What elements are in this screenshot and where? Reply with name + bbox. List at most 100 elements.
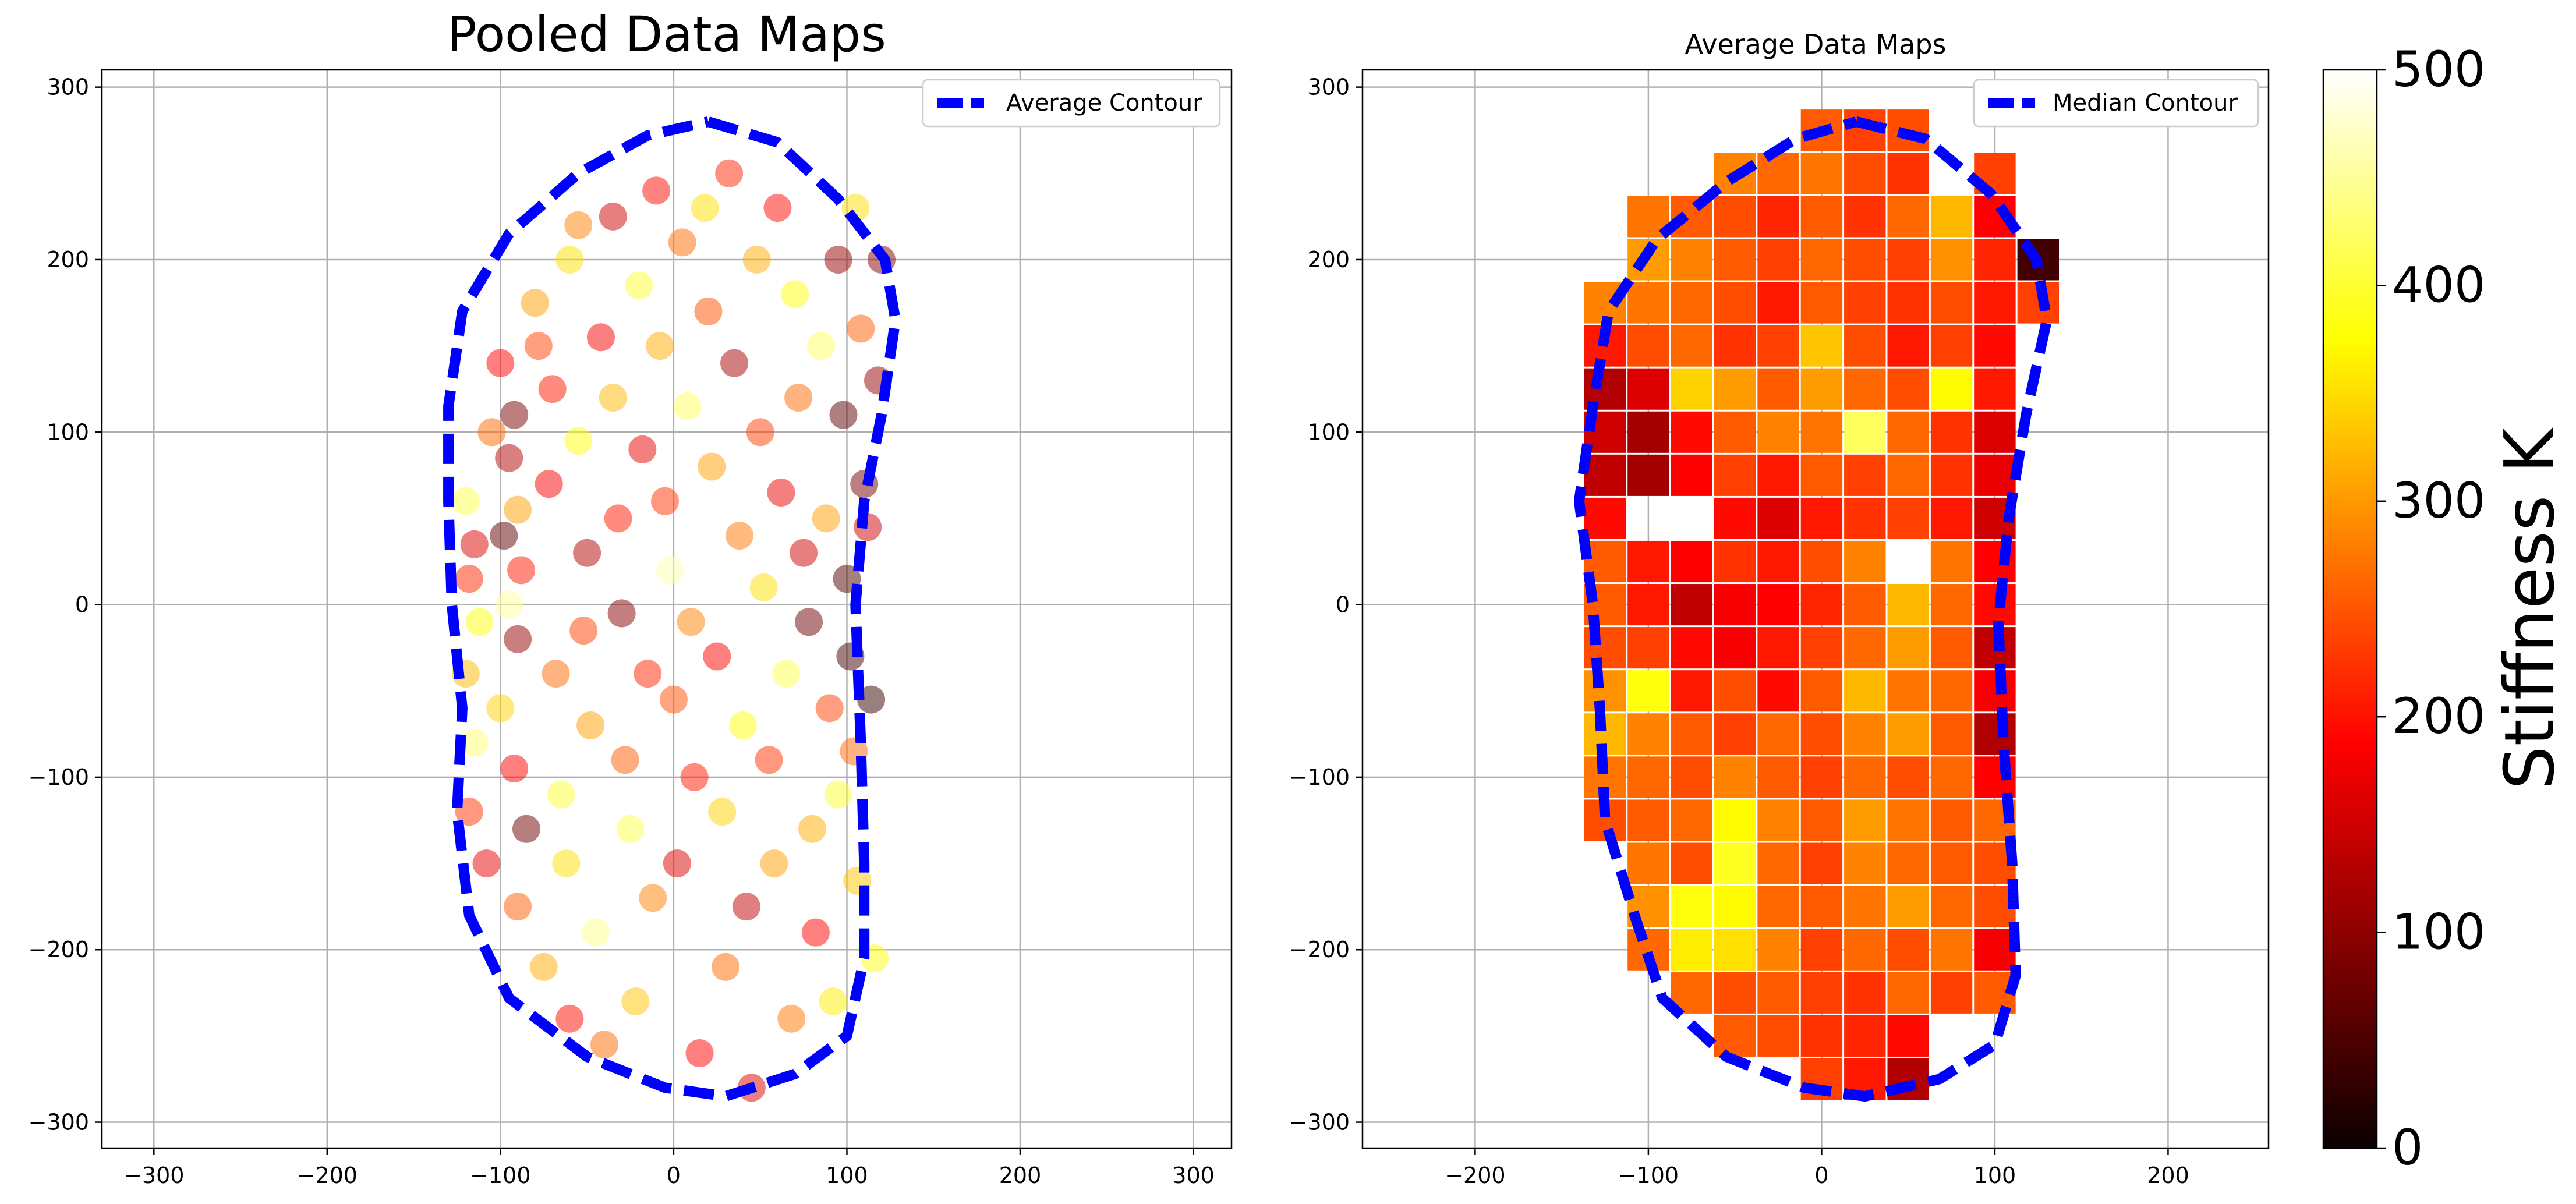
legend-box xyxy=(922,79,1221,128)
y-tick-label: −100 xyxy=(29,764,89,790)
heatmap-cell xyxy=(1930,670,1973,712)
scatter-point xyxy=(646,332,674,360)
scatter-point xyxy=(656,556,684,585)
heatmap-cell xyxy=(1714,584,1756,626)
y-tick-label: 300 xyxy=(1307,75,1350,100)
x-tick-label: −100 xyxy=(470,1163,530,1188)
axis-ticks: −200 −100 0 100 200 −300 −200 −100 0 100 200 300 xyxy=(1289,75,2189,1188)
contour-line xyxy=(1573,116,2053,1102)
heatmap-cell xyxy=(1671,756,1712,798)
average-contour xyxy=(443,116,901,1102)
median-contour xyxy=(1573,116,2053,1102)
scatter-point xyxy=(760,849,788,878)
scatter-point xyxy=(504,893,532,921)
heatmap-cell xyxy=(1974,670,2016,712)
heatmap-cell xyxy=(1930,929,1973,971)
scatter-point xyxy=(460,728,489,757)
heatmap-cell xyxy=(1671,540,1712,583)
colorbar-tick-label: 0 xyxy=(2392,1119,2423,1176)
y-tick-label: 100 xyxy=(1307,419,1350,445)
heatmap-cell xyxy=(1844,756,1886,798)
scatter-point xyxy=(798,815,826,843)
scatter-point xyxy=(486,349,515,377)
scatter-point xyxy=(812,504,840,533)
heatmap-cell xyxy=(1887,584,1929,626)
scatter-point xyxy=(715,159,744,187)
scatter-point xyxy=(720,349,749,377)
heatmap-cell xyxy=(1671,584,1712,626)
heatmap-cell xyxy=(1844,325,1886,367)
heatmap-cell xyxy=(1800,325,1843,367)
legend-label: Average Contour xyxy=(1006,90,1202,116)
scatter-point xyxy=(507,556,536,585)
heatmap-cell xyxy=(1844,282,1886,324)
heatmap-cell xyxy=(1887,627,1929,669)
heatmap-cell xyxy=(1800,196,1843,238)
scatter-point xyxy=(555,1004,584,1033)
scatter-point xyxy=(521,289,549,317)
scatter-point xyxy=(659,685,688,714)
heatmap-cell xyxy=(1930,368,1973,410)
scatter-point xyxy=(634,660,662,688)
scatter-point xyxy=(564,211,593,239)
scatter-points xyxy=(451,159,896,1102)
heatmap-cell xyxy=(1757,584,1799,626)
scatter-point xyxy=(694,297,723,325)
heatmap-cell xyxy=(1887,196,1929,238)
heatmap-cell xyxy=(1671,282,1712,324)
scatter-point xyxy=(504,625,532,653)
heatmap-cell xyxy=(1930,196,1973,238)
y-tick-label: 300 xyxy=(47,75,89,100)
heatmap-cell xyxy=(1887,756,1929,798)
heatmap-cell xyxy=(1974,929,2016,971)
colorbar-tick-label: 300 xyxy=(2392,472,2485,529)
heatmap-cell xyxy=(1757,627,1799,669)
heatmap-cell xyxy=(1714,196,1756,238)
scatter-point xyxy=(824,245,852,274)
scatter-point xyxy=(712,952,740,981)
scatter-point xyxy=(801,918,830,947)
scatter-point xyxy=(829,401,858,429)
heatmap-cell xyxy=(1714,1015,1756,1057)
heatmap-cell xyxy=(1627,282,1669,324)
scatter-point xyxy=(455,565,483,593)
heatmap-cell xyxy=(1757,153,1799,194)
scatter-point xyxy=(569,617,598,645)
scatter-point xyxy=(477,418,506,447)
heatmap-cell xyxy=(1887,282,1929,324)
heatmap-cell xyxy=(1844,842,1886,884)
scatter-point xyxy=(673,392,702,420)
scatter-point xyxy=(815,694,844,723)
scatter-point xyxy=(819,987,847,1016)
legend: Median Contour xyxy=(1973,79,2259,128)
scatter-point xyxy=(611,746,639,774)
heatmap-cell xyxy=(1930,627,1973,669)
heatmap-cell xyxy=(1887,325,1929,367)
heatmap-cell xyxy=(1844,454,1886,496)
scatter-point xyxy=(625,271,653,300)
heatmap-cell xyxy=(1974,411,2016,453)
scatter-point xyxy=(763,194,792,222)
heatmap-cell xyxy=(1844,540,1886,583)
heatmap-cell xyxy=(1844,584,1886,626)
heatmap-cell xyxy=(1757,540,1799,583)
x-tick-label: 0 xyxy=(667,1163,681,1188)
heatmap-cell xyxy=(1757,196,1799,238)
heatmap-cell xyxy=(1671,713,1712,755)
scatter-point xyxy=(685,1039,714,1068)
heatmap-cell xyxy=(1974,239,2016,281)
heatmap-cell xyxy=(1930,239,1973,281)
heatmap-cell xyxy=(1930,497,1973,539)
y-tick-label: 100 xyxy=(47,419,89,445)
heatmap-cell xyxy=(1800,497,1843,539)
average-data-map-panel: −200 −100 0 100 200 −300 −200 −100 0 100 200 300 Av… xyxy=(1289,29,2270,1188)
heatmap-cell xyxy=(1627,368,1669,410)
scatter-point xyxy=(621,987,650,1016)
scatter-point xyxy=(725,522,753,550)
scatter-point xyxy=(668,228,696,257)
grid-lines xyxy=(102,70,1232,1148)
heatmap-cell xyxy=(1757,497,1799,539)
heatmap-cell xyxy=(1757,1015,1799,1057)
heatmap-cell xyxy=(1627,756,1669,798)
heatmap-cell xyxy=(1757,282,1799,324)
